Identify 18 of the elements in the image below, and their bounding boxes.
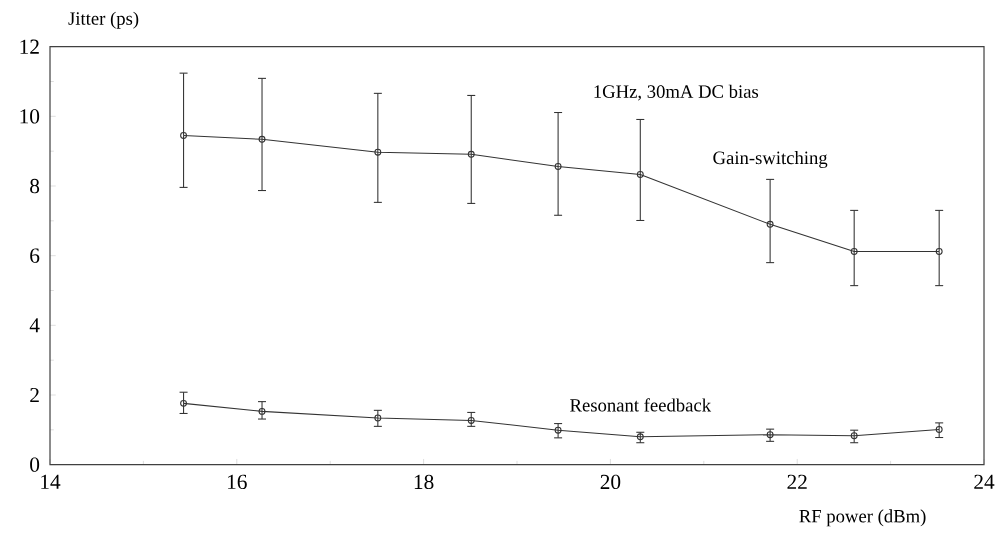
y-axis-title: Jitter (ps) (68, 11, 139, 29)
x-tick-label: 18 (414, 474, 434, 490)
x-tick-label: 22 (787, 474, 807, 489)
y-tick-label: 8 (30, 178, 40, 194)
y-tick-label: 12 (20, 39, 39, 54)
x-tick-label: 24 (974, 474, 995, 489)
y-tick-label: 0 (30, 457, 40, 472)
y-tick-label: 4 (29, 318, 40, 333)
x-axis-title: RF power (dBm) (799, 509, 926, 527)
y-tick-label: 6 (30, 248, 40, 263)
y-tick-label: 10 (20, 109, 40, 124)
x-tick-label: 20 (600, 474, 621, 490)
series-label: Resonant feedback (570, 398, 712, 412)
series-label: Gain-switching (713, 151, 828, 169)
annotation: 1GHz, 30mA DC bias (594, 84, 759, 101)
x-tick-label: 14 (41, 474, 61, 489)
y-tick-label: 2 (30, 387, 39, 403)
x-tick-label: 16 (228, 474, 247, 490)
